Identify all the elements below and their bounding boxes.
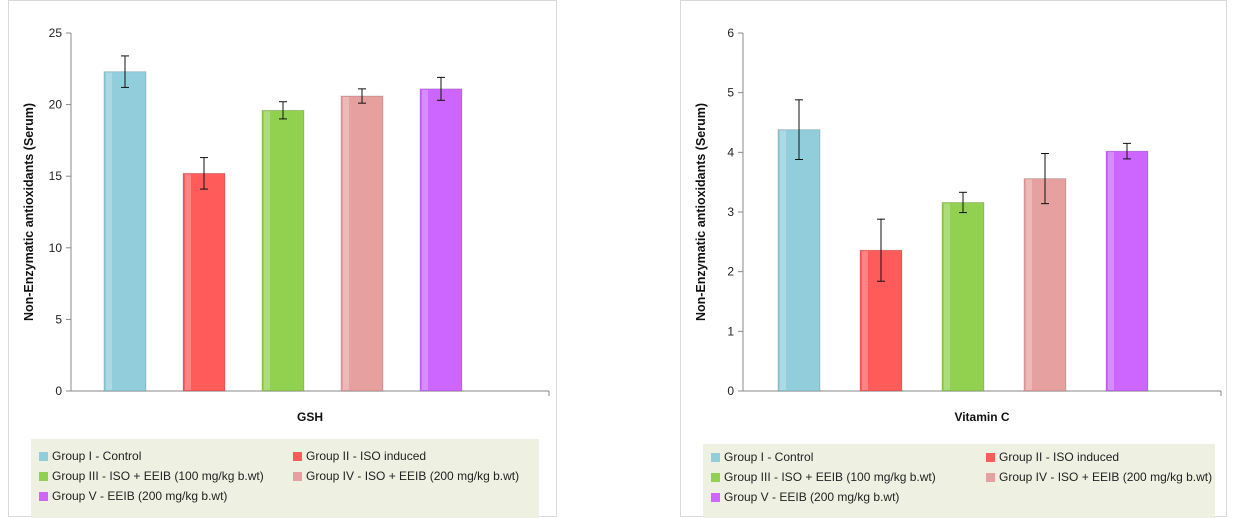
vitamin-c-y-tick-label: 1 (727, 324, 734, 338)
vitamin-c-bar-4-highlight (1026, 179, 1032, 390)
gsh-bar-5 (419, 88, 463, 392)
legend-label: Group IV - ISO + EEIB (200 mg/kg b.wt) (306, 469, 520, 483)
legend-label: Group II - ISO induced (999, 450, 1120, 464)
gsh-x-axis-label: GSH (297, 410, 323, 424)
vitamin-c-bar-1 (777, 129, 821, 392)
legend-item-group-5: Group V - EEIB (200 mg/kg b.wt) (39, 489, 227, 503)
legend-label: Group V - EEIB (200 mg/kg b.wt) (52, 489, 228, 503)
legend-item-group-4: Group IV - ISO + EEIB (200 mg/kg b.wt) (293, 469, 519, 483)
vitamin-c-y-tick-label: 5 (727, 86, 734, 100)
legend-label: Group II - ISO induced (306, 449, 427, 463)
vitamin-c-y-tick-label: 4 (727, 145, 734, 159)
vitamin-c-y-tick-label: 3 (727, 205, 734, 219)
legend-swatch (39, 491, 48, 501)
vitamin-c-chart-panel: 0 1 2 3 4 5 6 Non-Enzymatic antioxidants (Serum… (680, 0, 1227, 518)
legend-item-group-5: Group V - EEIB (200 mg/kg b.wt) (711, 490, 899, 504)
legend-item-group-2: Group II - ISO induced (986, 450, 1119, 464)
vitamin-c-bar-4 (1023, 178, 1067, 392)
gsh-bar-4 (340, 95, 384, 392)
vitamin-c-bar-5-highlight (1108, 152, 1114, 390)
gsh-y-tick-label: 0 (55, 384, 62, 398)
vitamin-c-y-tick-label: 6 (727, 26, 734, 40)
legend-swatch (711, 472, 720, 482)
gsh-y-tick-label: 5 (55, 312, 62, 326)
legend-label: Group V - EEIB (200 mg/kg b.wt) (724, 490, 900, 504)
gsh-bar-2-highlight (185, 174, 191, 390)
gsh-bar-1-highlight (106, 72, 112, 390)
vitamin-c-bar-3 (941, 202, 985, 392)
vitamin-c-bar-5 (1105, 150, 1149, 392)
gsh-chart-svg: 0 5 10 15 20 25 Non-Enzymatic antioxidants (Se… (22, 26, 550, 424)
gsh-y-tick-label: 25 (49, 26, 63, 40)
legend-swatch (39, 471, 48, 481)
gsh-bar-1 (103, 71, 147, 392)
vitamin-c-chart-svg: 0 1 2 3 4 5 6 Non-Enzymatic antioxidants (Serum… (694, 26, 1222, 424)
legend-label: Group I - Control (724, 450, 814, 464)
vitamin-c-y-tick-label: 0 (727, 384, 734, 398)
legend-item-group-1: Group I - Control (711, 450, 813, 464)
legend-label: Group I - Control (52, 449, 142, 463)
legend-item-group-3: Group III - ISO + EEIB (100 mg/kg b.wt) (39, 469, 264, 483)
vitamin-c-chart-legend: Group I - Control Group II - ISO induced G… (703, 444, 1215, 518)
gsh-bar-2 (182, 172, 226, 392)
gsh-y-tick-label: 10 (49, 241, 63, 255)
legend-item-group-3: Group III - ISO + EEIB (100 mg/kg b.wt) (711, 470, 936, 484)
legend-swatch (711, 452, 720, 462)
legend-swatch (293, 451, 302, 461)
legend-item-group-1: Group I - Control (39, 449, 141, 463)
gsh-y-tick-label: 15 (49, 169, 63, 183)
legend-swatch (986, 452, 995, 462)
legend-item-group-2: Group II - ISO induced (293, 449, 426, 463)
legend-item-group-4: Group IV - ISO + EEIB (200 mg/kg b.wt) (986, 470, 1212, 484)
vitamin-c-y-axis-label: Non-Enzymatic antioxidants (Serum) (694, 103, 708, 321)
legend-label: Group IV - ISO + EEIB (200 mg/kg b.wt) (999, 470, 1213, 484)
gsh-y-axis-label: Non-Enzymatic antioxidants (Serum) (22, 103, 36, 321)
legend-swatch (293, 471, 302, 481)
gsh-chart-legend: Group I - Control Group II - ISO induced G… (31, 439, 539, 518)
legend-swatch (711, 492, 720, 502)
gsh-chart-panel: 0 5 10 15 20 25 Non-Enzymatic antioxidants (Se… (8, 0, 557, 518)
legend-swatch (39, 451, 48, 461)
legend-swatch (986, 472, 995, 482)
legend-label: Group III - ISO + EEIB (100 mg/kg b.wt) (724, 470, 936, 484)
vitamin-c-x-axis-label: Vitamin C (954, 410, 1009, 424)
legend-label: Group III - ISO + EEIB (100 mg/kg b.wt) (52, 469, 264, 483)
gsh-bar-5-highlight (422, 89, 428, 391)
vitamin-c-bar-3-highlight (944, 203, 950, 390)
vitamin-c-y-tick-label: 2 (727, 265, 734, 279)
gsh-bar-3-highlight (264, 111, 270, 390)
vitamin-c-bar-2-highlight (862, 251, 868, 390)
vitamin-c-bar-1-highlight (780, 130, 786, 390)
gsh-bar-4-highlight (343, 97, 349, 391)
gsh-y-tick-label: 20 (49, 98, 63, 112)
